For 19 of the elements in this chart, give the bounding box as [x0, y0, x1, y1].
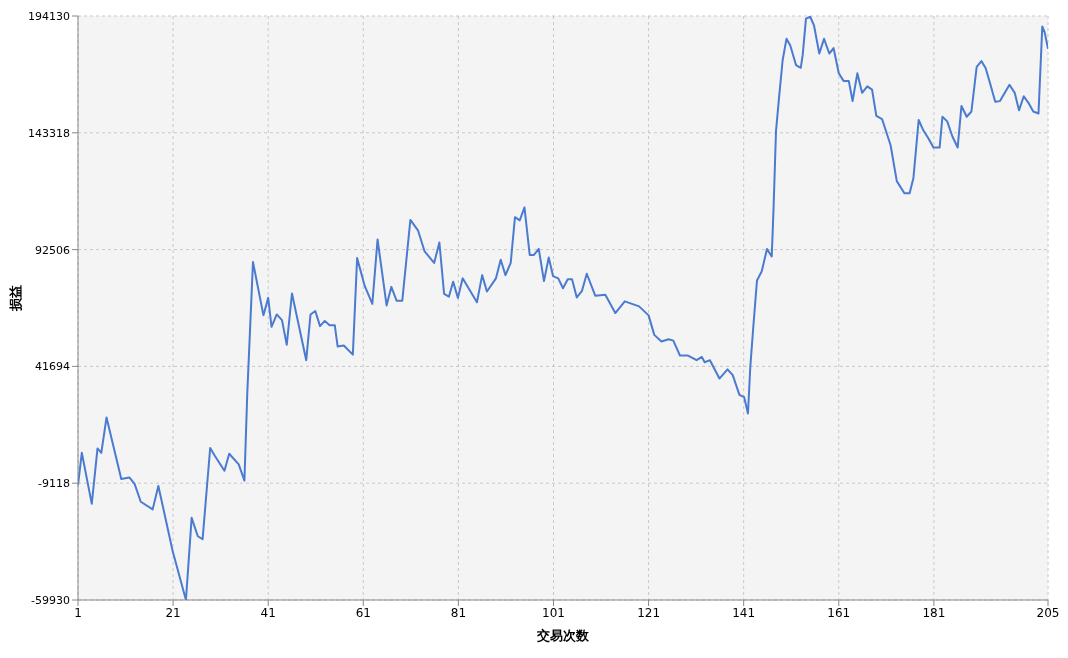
x-tick-label: 121 — [637, 605, 661, 620]
y-tick-label: 194130 — [28, 9, 70, 23]
x-tick-label: 61 — [355, 605, 371, 620]
x-tick-label: 81 — [450, 605, 467, 620]
x-tick-label: 41 — [260, 605, 276, 620]
y-tick-label: -9118 — [38, 477, 70, 491]
x-tick-label: 205 — [1036, 605, 1060, 620]
y-tick-label: 143318 — [28, 126, 70, 140]
x-tick-label: 161 — [827, 605, 851, 620]
y-axis-title: 损益 — [8, 284, 24, 313]
x-tick-label: 141 — [732, 605, 756, 620]
x-tick-label: 101 — [542, 605, 565, 620]
y-tick-label: 41694 — [35, 360, 70, 374]
x-tick-label: 21 — [165, 605, 181, 620]
x-tick-label: 1 — [74, 605, 82, 620]
x-tick-label: 181 — [922, 605, 946, 620]
y-tick-label: -59930 — [31, 593, 70, 607]
x-axis-title: 交易次数 — [536, 628, 590, 643]
y-tick-label: 92506 — [35, 243, 70, 257]
